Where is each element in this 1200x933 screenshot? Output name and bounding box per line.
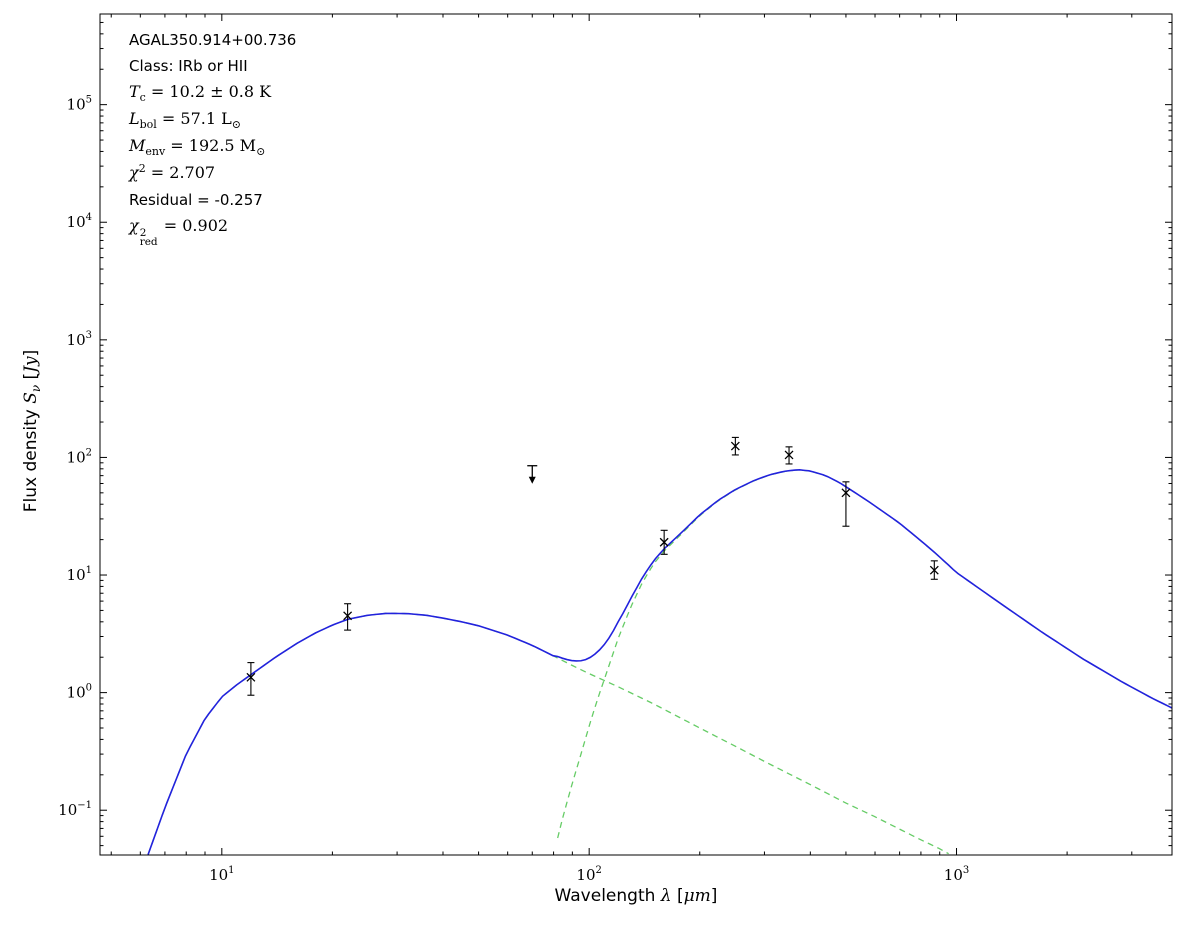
text-segment: ]	[710, 886, 718, 906]
sup-sub-stack: 2 red	[139, 227, 158, 248]
annotation-line: Menv = 192.5 M⊙	[129, 133, 296, 160]
tick-labels: 101 102 103 10−1 100 101 102 103 104 105	[58, 95, 969, 884]
text-segment: S	[21, 392, 41, 404]
axis-ticks	[100, 14, 1172, 855]
plot-frame	[99, 13, 1173, 856]
annotation-line: Residual = -0.257	[129, 187, 296, 213]
text-segment: L	[129, 109, 140, 128]
text-segment: = 10.2 ± 0.8 K	[145, 82, 272, 101]
data-points	[246, 436, 939, 696]
annotation-line: Class: IRb or HII	[129, 53, 296, 79]
text-segment: ν	[29, 384, 43, 393]
fit-info-block: AGAL350.914+00.736 Class: IRb or HII Tc = …	[129, 27, 296, 247]
text-segment: = 192.5 M	[165, 136, 257, 155]
annotation-line: χ2 = 2.707	[129, 160, 296, 187]
annotation-line: Lbol = 57.1 L⊙	[129, 106, 296, 133]
text-segment: 2	[138, 162, 146, 175]
text-segment: [	[671, 886, 684, 906]
x-tick-label: 103	[944, 865, 969, 884]
text-segment: χ	[129, 163, 139, 182]
text-segment: ⊙	[231, 118, 241, 131]
text-segment: = 57.1 L	[156, 109, 232, 128]
annotation-line: AGAL350.914+00.736	[129, 27, 296, 53]
y-tick-label: 105	[67, 95, 92, 114]
data-point	[343, 603, 353, 631]
x-axis-label: Wavelength λ [μm]	[100, 886, 1172, 906]
annotation-line: χ 2 red = 0.902	[129, 213, 296, 247]
data-point	[527, 465, 538, 484]
data-point	[784, 446, 794, 465]
y-axis-label: Flux density Sν [Jy]	[21, 131, 43, 731]
y-tick-label: 103	[67, 330, 92, 349]
text-segment: [	[21, 372, 41, 385]
text-segment: Residual = -0.257	[129, 191, 263, 209]
text-segment: Jy	[21, 356, 41, 373]
annotation-line: Tc = 10.2 ± 0.8 K	[129, 79, 296, 106]
data-point	[730, 436, 740, 456]
curves	[147, 469, 1172, 855]
y-tick-label: 10−1	[58, 800, 92, 819]
text-segment: c	[139, 91, 146, 104]
y-tick-label: 100	[67, 683, 92, 702]
text-segment: Wavelength	[554, 886, 661, 906]
x-tick-label: 101	[209, 865, 234, 884]
text-segment: T	[129, 82, 140, 101]
text-segment: ]	[21, 349, 41, 357]
model-total-curve	[147, 469, 1172, 855]
x-tick-label: 102	[576, 865, 601, 884]
text-segment: λ	[660, 886, 672, 906]
text-segment: env	[145, 145, 166, 158]
text-segment: bol	[139, 118, 157, 131]
data-point	[929, 560, 939, 580]
data-point	[659, 529, 669, 555]
text-segment: M	[129, 136, 146, 155]
text-segment: AGAL350.914+00.736	[129, 31, 297, 49]
data-point	[841, 481, 851, 527]
y-tick-label: 102	[67, 447, 92, 466]
text-segment: μm	[683, 886, 711, 906]
text-segment: χ	[129, 216, 139, 235]
text-segment: ⊙	[256, 145, 266, 158]
warm-component-curve	[147, 612, 949, 855]
y-tick-label: 104	[67, 212, 92, 231]
text-segment: Flux density	[21, 403, 41, 513]
text-segment: = 2.707	[145, 163, 216, 182]
text-segment: = 0.902	[158, 216, 229, 235]
text-segment: Class: IRb or HII	[129, 57, 248, 75]
data-point	[246, 662, 256, 696]
y-tick-label: 101	[67, 565, 92, 584]
